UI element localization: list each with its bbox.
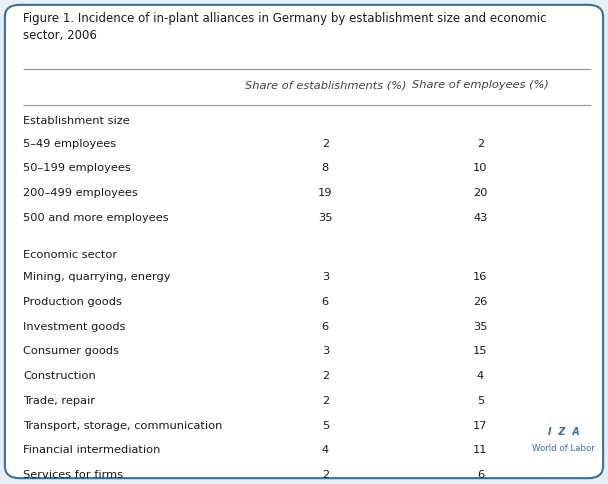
Text: 43: 43 bbox=[473, 212, 488, 223]
Text: Figure 1. Incidence of in-plant alliances in Germany by establishment size and e: Figure 1. Incidence of in-plant alliance… bbox=[23, 12, 547, 42]
Text: 35: 35 bbox=[318, 212, 333, 223]
Text: 6: 6 bbox=[322, 296, 329, 306]
Text: I  Z  A: I Z A bbox=[548, 426, 579, 436]
Text: Construction: Construction bbox=[23, 370, 96, 380]
Text: 11: 11 bbox=[473, 444, 488, 454]
Text: 8: 8 bbox=[322, 163, 329, 173]
Text: 5–49 employees: 5–49 employees bbox=[23, 138, 116, 149]
FancyBboxPatch shape bbox=[5, 6, 603, 478]
Text: Share of employees (%): Share of employees (%) bbox=[412, 80, 549, 90]
Text: Consumer goods: Consumer goods bbox=[23, 346, 119, 356]
Text: 3: 3 bbox=[322, 346, 329, 356]
Text: Establishment size: Establishment size bbox=[23, 116, 130, 126]
Text: Production goods: Production goods bbox=[23, 296, 122, 306]
Text: 10: 10 bbox=[473, 163, 488, 173]
Text: 50–199 employees: 50–199 employees bbox=[23, 163, 131, 173]
Text: Financial intermediation: Financial intermediation bbox=[23, 444, 161, 454]
Text: 20: 20 bbox=[473, 188, 488, 198]
Text: Trade, repair: Trade, repair bbox=[23, 395, 95, 405]
Text: 26: 26 bbox=[473, 296, 488, 306]
Text: 2: 2 bbox=[477, 138, 484, 149]
Text: 15: 15 bbox=[473, 346, 488, 356]
Text: 4: 4 bbox=[322, 444, 329, 454]
Text: 500 and more employees: 500 and more employees bbox=[23, 212, 169, 223]
Text: 17: 17 bbox=[473, 420, 488, 430]
Text: 6: 6 bbox=[322, 321, 329, 331]
Text: 19: 19 bbox=[318, 188, 333, 198]
Text: 35: 35 bbox=[473, 321, 488, 331]
Text: 5: 5 bbox=[477, 395, 484, 405]
Text: 2: 2 bbox=[322, 469, 329, 479]
Text: 2: 2 bbox=[322, 395, 329, 405]
Text: 4: 4 bbox=[477, 370, 484, 380]
Text: Transport, storage, communication: Transport, storage, communication bbox=[23, 420, 223, 430]
Text: Services for firms: Services for firms bbox=[23, 469, 123, 479]
Text: World of Labor: World of Labor bbox=[532, 443, 595, 452]
Text: 2: 2 bbox=[322, 370, 329, 380]
Text: Investment goods: Investment goods bbox=[23, 321, 126, 331]
Text: 6: 6 bbox=[477, 469, 484, 479]
Text: 3: 3 bbox=[322, 272, 329, 282]
Text: Mining, quarrying, energy: Mining, quarrying, energy bbox=[23, 272, 171, 282]
Text: 2: 2 bbox=[322, 138, 329, 149]
Text: 200–499 employees: 200–499 employees bbox=[23, 188, 138, 198]
Text: Economic sector: Economic sector bbox=[23, 249, 117, 259]
Text: Share of establishments (%): Share of establishments (%) bbox=[244, 80, 406, 90]
Text: 5: 5 bbox=[322, 420, 329, 430]
Text: 16: 16 bbox=[473, 272, 488, 282]
